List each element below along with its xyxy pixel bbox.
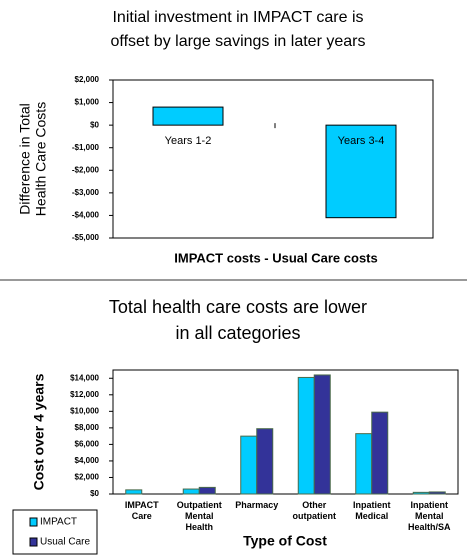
y-tick-label: $14,000	[70, 373, 99, 382]
y-tick-label: $2,000	[75, 75, 100, 84]
bar	[240, 435, 258, 495]
y-axis-label: Difference in Total	[17, 103, 33, 215]
chart-title: Total health care costs are lower	[109, 297, 367, 317]
y-tick-label: -$2,000	[72, 165, 100, 174]
y-tick-label: $6,000	[75, 440, 100, 449]
y-tick-label: $0	[90, 120, 99, 129]
category-label: Years 1-2	[165, 135, 212, 147]
chart-title: in all categories	[175, 323, 300, 343]
category-label: Inpatient Medical	[353, 500, 391, 521]
y-tick-label: $2,000	[75, 473, 100, 482]
bar	[313, 374, 331, 495]
category-label: Other outpatient	[292, 500, 337, 521]
bar	[256, 428, 274, 495]
bar	[297, 376, 315, 495]
category-label: Years 3-4	[338, 135, 385, 147]
y-tick-label: -$3,000	[72, 188, 100, 197]
x-axis-label: Type of Cost	[243, 533, 327, 549]
bar	[371, 411, 389, 495]
legend-box	[12, 509, 98, 555]
y-tick-label: $0	[90, 489, 99, 498]
category-label: IMPACT Care	[124, 500, 159, 521]
y-tick-label: $12,000	[70, 390, 99, 399]
y-axis-label: Cost over 4 years	[31, 373, 47, 490]
y-tick-label: $4,000	[75, 456, 100, 465]
bar	[412, 491, 430, 495]
bar	[198, 486, 216, 495]
y-axis-label: Health Care Costs	[33, 102, 49, 216]
y-tick-label: -$1,000	[72, 143, 100, 152]
x-axis-label: IMPACT costs - Usual Care costs	[174, 250, 377, 265]
y-tick-label: $1,000	[75, 98, 100, 107]
chart-title: Initial investment in IMPACT care is	[112, 9, 363, 26]
legend-swatch	[29, 517, 38, 527]
legend-label: IMPACT	[40, 517, 77, 528]
bar	[152, 106, 224, 126]
plot-frame	[112, 79, 434, 239]
y-tick-label: $8,000	[75, 423, 100, 432]
bar	[125, 489, 143, 495]
bar	[355, 433, 373, 495]
y-tick-label: -$5,000	[72, 233, 100, 242]
category-label: Inpatient Mental Health/SA	[407, 500, 451, 532]
bar	[325, 124, 397, 219]
category-label: Outpatient Mental Health	[176, 500, 222, 532]
legend-swatch	[29, 537, 38, 547]
bar	[182, 488, 200, 495]
legend-label: Usual Care	[40, 537, 90, 548]
category-label: Pharmacy	[235, 500, 279, 510]
chart-title: offset by large savings in later years	[111, 33, 366, 50]
y-tick-label: -$4,000	[72, 211, 100, 220]
bar	[428, 491, 446, 495]
plot-frame	[112, 369, 459, 495]
y-tick-label: $10,000	[70, 406, 99, 415]
